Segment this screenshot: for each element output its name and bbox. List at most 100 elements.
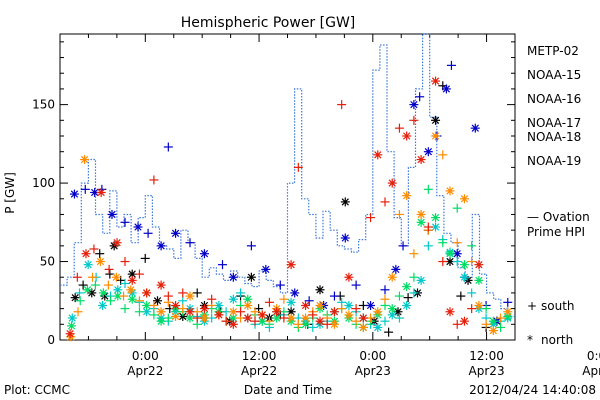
data-point-noaa-19 bbox=[387, 178, 397, 188]
x-axis-label: Date and Time bbox=[244, 383, 332, 397]
data-point-noaa-17 bbox=[75, 296, 85, 306]
x-tick-label-date: Apr22 bbox=[127, 364, 163, 378]
data-point-noaa-16 bbox=[75, 288, 84, 298]
legend-noaa-19: NOAA-19 bbox=[527, 154, 581, 168]
data-point-noaa-17 bbox=[82, 285, 92, 295]
data-point-noaa-19 bbox=[445, 307, 455, 317]
x-tick-label-date: Apr24 bbox=[582, 364, 600, 378]
data-point-noaa-17 bbox=[488, 316, 498, 326]
data-point-noaa-19 bbox=[315, 316, 325, 326]
x-tick-label-time: 0:00 bbox=[359, 349, 386, 363]
data-point-noaa-15 bbox=[107, 209, 117, 219]
data-point-noaa-18 bbox=[445, 186, 455, 196]
data-point-noaa-18 bbox=[111, 272, 121, 282]
data-point-noaa-19 bbox=[171, 300, 181, 310]
data-point-noaa-19 bbox=[438, 257, 448, 267]
data-point-noaa-16 bbox=[409, 288, 419, 298]
data-point-noaa-19 bbox=[409, 115, 419, 125]
legend-north-label: north bbox=[541, 333, 573, 347]
data-point-noaa-15 bbox=[409, 100, 419, 110]
data-point-noaa-19 bbox=[228, 319, 238, 329]
data-point-noaa-19 bbox=[337, 100, 347, 110]
data-point-noaa-19 bbox=[149, 175, 159, 185]
chart-title: Hemispheric Power [GW] bbox=[181, 15, 356, 31]
data-point-noaa-15 bbox=[69, 189, 79, 199]
data-point-noaa-15 bbox=[441, 84, 451, 94]
data-point-noaa-19 bbox=[272, 307, 282, 317]
data-point-noaa-19 bbox=[366, 213, 376, 223]
data-point-noaa-19 bbox=[185, 307, 195, 317]
data-point-noaa-19 bbox=[308, 310, 318, 320]
data-point-noaa-19 bbox=[257, 310, 267, 320]
data-point-noaa-17 bbox=[416, 217, 426, 227]
y-tick-label: 150 bbox=[32, 98, 55, 112]
data-point-noaa-15 bbox=[290, 288, 300, 298]
data-point-noaa-16 bbox=[394, 313, 404, 323]
data-point-noaa-18 bbox=[481, 319, 491, 329]
data-point-noaa-18 bbox=[380, 294, 390, 304]
data-point-noaa-18 bbox=[459, 194, 469, 204]
data-point-noaa-18 bbox=[178, 304, 188, 314]
data-point-noaa-15 bbox=[246, 241, 256, 251]
data-point-noaa-15 bbox=[143, 228, 153, 238]
data-point-noaa-18 bbox=[134, 296, 144, 306]
data-point-noaa-16 bbox=[344, 300, 354, 310]
data-point-noaa-19 bbox=[112, 238, 122, 248]
data-point-noaa-19 bbox=[301, 300, 311, 310]
data-point-noaa-18 bbox=[264, 316, 274, 326]
data-point-noaa-17 bbox=[459, 260, 469, 270]
data-point-noaa-15 bbox=[171, 228, 181, 238]
data-point-noaa-17 bbox=[90, 280, 100, 290]
scatter-points bbox=[65, 60, 513, 342]
legend-ovation-line2: Prime HPI bbox=[527, 225, 585, 239]
data-point-noaa-19 bbox=[358, 313, 368, 323]
legend: METP-02 NOAA-15 NOAA-16 NOAA-17 NOAA-18 … bbox=[527, 44, 590, 347]
data-point-noaa-19 bbox=[459, 316, 469, 326]
data-point-noaa-19 bbox=[279, 313, 289, 323]
data-point-noaa-19 bbox=[329, 307, 339, 317]
data-point-noaa-17 bbox=[120, 304, 130, 314]
data-point-noaa-18 bbox=[452, 238, 462, 248]
legend-noaa-17: NOAA-17 bbox=[527, 116, 581, 130]
data-point-noaa-16 bbox=[98, 300, 108, 310]
data-point-noaa-18 bbox=[293, 319, 303, 329]
x-tick-label-date: Apr23 bbox=[355, 364, 391, 378]
ovation-hpi-line bbox=[60, 33, 515, 318]
data-point-noaa-19 bbox=[452, 319, 462, 329]
data-point-noaa-17 bbox=[127, 294, 137, 304]
data-point-noaa-15 bbox=[398, 241, 408, 251]
data-point-metp-02 bbox=[140, 253, 150, 263]
data-point-noaa-15 bbox=[199, 249, 209, 259]
legend-south-symbol: + bbox=[527, 299, 537, 313]
legend-north-symbol: * bbox=[527, 333, 533, 347]
data-point-noaa-15 bbox=[80, 184, 90, 194]
data-point-noaa-16 bbox=[113, 285, 123, 295]
data-point-metp-02 bbox=[340, 197, 350, 207]
data-point-noaa-18 bbox=[156, 307, 166, 317]
data-point-metp-02 bbox=[192, 288, 202, 298]
data-point-noaa-16 bbox=[228, 294, 238, 304]
data-point-metp-02 bbox=[456, 291, 466, 301]
data-point-noaa-17 bbox=[481, 304, 491, 314]
data-point-noaa-15 bbox=[446, 60, 456, 70]
data-point-noaa-19 bbox=[72, 272, 82, 282]
data-point-metp-02 bbox=[95, 249, 105, 259]
data-point-noaa-18 bbox=[467, 257, 477, 267]
data-point-noaa-17 bbox=[156, 316, 166, 326]
data-point-metp-02 bbox=[431, 115, 441, 125]
footer-timestamp: 2012/04/24 14:40:08 bbox=[469, 383, 596, 397]
data-point-noaa-18 bbox=[344, 310, 354, 320]
x-tick-label-time: 0:00 bbox=[587, 349, 600, 363]
data-point-noaa-17 bbox=[496, 322, 506, 332]
data-point-noaa-17 bbox=[431, 213, 441, 223]
data-point-noaa-18 bbox=[416, 209, 426, 219]
data-point-noaa-17 bbox=[134, 307, 144, 317]
data-point-noaa-19 bbox=[221, 316, 231, 326]
data-point-noaa-15 bbox=[351, 280, 361, 290]
data-point-metp-02 bbox=[315, 285, 325, 295]
data-point-noaa-18 bbox=[438, 150, 448, 160]
data-point-noaa-19 bbox=[351, 304, 361, 314]
legend-ovation-line1: — Ovation bbox=[527, 210, 590, 224]
data-point-noaa-16 bbox=[67, 313, 77, 323]
